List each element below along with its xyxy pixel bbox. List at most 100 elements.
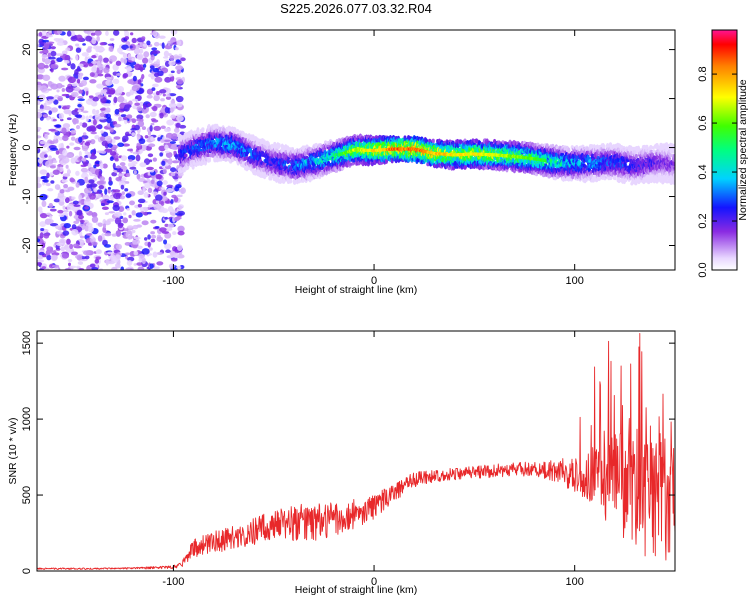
noise-blob [99, 112, 105, 118]
noise-blob [108, 176, 112, 183]
noise-blob [109, 156, 114, 162]
noise-blob [175, 122, 181, 128]
noise-blob [66, 30, 72, 37]
noise-blob [37, 100, 41, 106]
noise-blob [50, 46, 56, 50]
noise-blob [131, 57, 136, 62]
noise-blob [56, 41, 65, 46]
noise-blob [96, 180, 105, 186]
noise-blob [37, 126, 42, 130]
noise-blob [156, 59, 160, 65]
noise-blob [42, 114, 49, 118]
noise-blob [108, 94, 112, 98]
noise-blob [41, 54, 48, 59]
noise-blob [37, 238, 41, 243]
noise-blob [48, 56, 56, 60]
noise-blob [160, 201, 165, 206]
noise-blob [78, 150, 82, 157]
noise-blob [57, 95, 63, 102]
noise-blob [50, 254, 58, 260]
noise-blob [147, 102, 152, 107]
noise-blob [52, 169, 60, 175]
ridge-cell [201, 127, 205, 133]
noise-blob [89, 263, 96, 268]
noise-blob [174, 153, 179, 160]
noise-blob [124, 36, 130, 41]
noise-blob [75, 182, 80, 188]
noise-blob [88, 95, 94, 99]
noise-blob [99, 108, 107, 111]
noise-blob [123, 30, 128, 33]
noise-blob [109, 127, 114, 133]
noise-blob [55, 124, 62, 129]
noise-blob [76, 78, 81, 84]
noise-blob [141, 74, 145, 80]
noise-blob [131, 85, 140, 92]
noise-blob [115, 230, 122, 237]
noise-blob [70, 251, 78, 256]
noise-blob [107, 251, 114, 255]
noise-blob [98, 55, 103, 62]
noise-blob [40, 85, 48, 92]
noise-blob [62, 123, 71, 129]
noise-blob [85, 198, 90, 202]
noise-blob [41, 266, 47, 270]
noise-blob [154, 226, 160, 229]
noise-blob [39, 213, 48, 219]
noise-blob [152, 83, 159, 88]
noise-blob [112, 78, 120, 85]
noise-blob [48, 110, 52, 115]
noise-blob [136, 53, 144, 61]
noise-blob [70, 136, 76, 141]
noise-blob [169, 54, 175, 61]
noise-blob [91, 267, 99, 270]
noise-blob [133, 218, 141, 222]
noise-blob [169, 141, 177, 144]
noise-blob [164, 144, 169, 151]
noise-blob [147, 153, 154, 158]
noise-blob [142, 63, 147, 68]
noise-blob [70, 63, 76, 70]
noise-blob [116, 47, 123, 54]
noise-blob [162, 93, 166, 97]
noise-blob [140, 150, 144, 153]
noise-blob [91, 216, 99, 223]
noise-blob [131, 210, 136, 216]
noise-blob [48, 30, 52, 34]
noise-blob [116, 95, 125, 103]
noise-blob [175, 65, 184, 71]
noise-blob [167, 223, 175, 229]
noise-blob [126, 114, 133, 119]
noise-blob [76, 254, 83, 261]
noise-blob [37, 111, 43, 119]
noise-blob [143, 206, 148, 210]
noise-blob [153, 266, 160, 270]
noise-blob [147, 131, 152, 136]
noise-blob [153, 94, 160, 102]
noise-blob [113, 123, 122, 128]
noise-blob [144, 241, 149, 246]
noise-blob [89, 72, 95, 77]
noise-blob [133, 170, 137, 175]
noise-blob [90, 138, 96, 145]
noise-blob [37, 135, 42, 139]
noise-blob [94, 30, 102, 36]
noise-blob [81, 52, 90, 57]
noise-blob [70, 36, 78, 42]
noise-blob [158, 145, 166, 152]
noise-blob [151, 119, 159, 123]
noise-blob [149, 125, 153, 132]
noise-blob [129, 166, 137, 170]
noise-blob [104, 188, 108, 195]
noise-blob [107, 260, 115, 265]
noise-blob [141, 248, 150, 255]
noise-blob [37, 259, 45, 263]
noise-blob [79, 122, 83, 127]
noise-blob [46, 254, 52, 261]
noise-blob [80, 167, 89, 173]
noise-blob [91, 241, 98, 246]
noise-blob [102, 223, 107, 229]
noise-blob [77, 75, 83, 80]
noise-blob [116, 168, 123, 173]
noise-blob [77, 63, 84, 67]
